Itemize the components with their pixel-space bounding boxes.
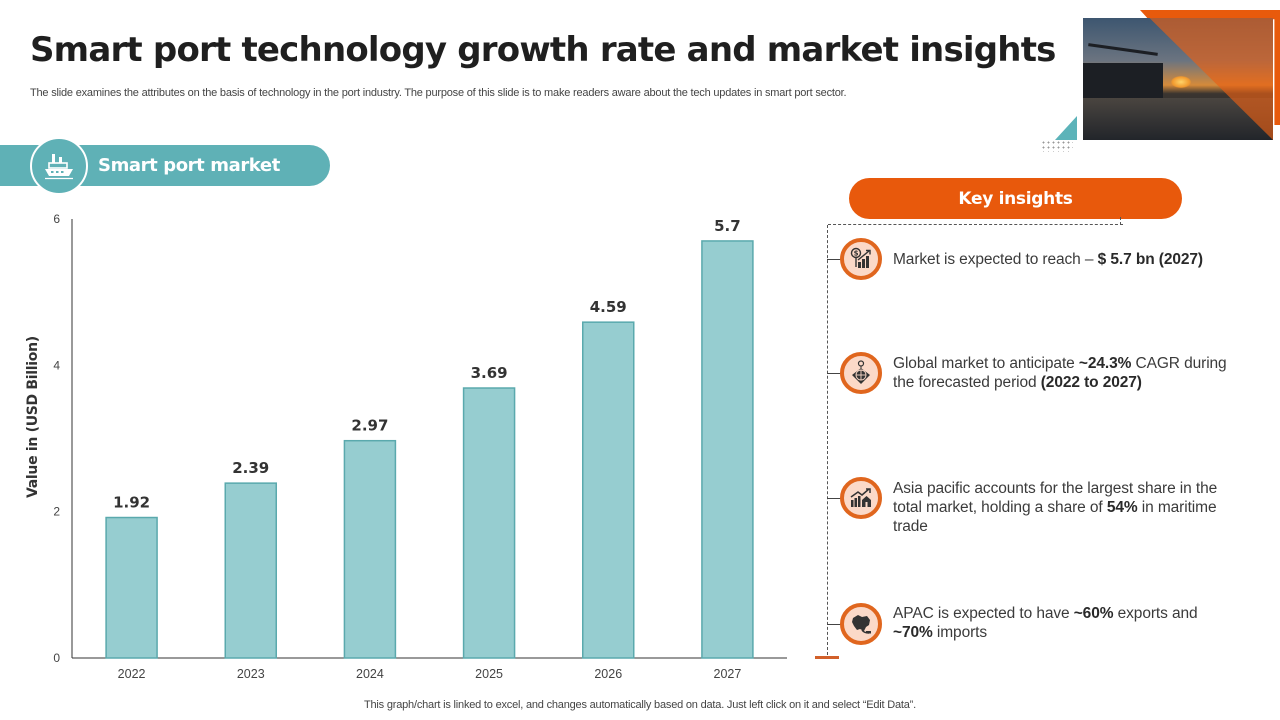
data-label: 3.69	[471, 364, 508, 382]
page-subtitle: The slide examines the attributes on the…	[30, 87, 847, 99]
x-tick-label: 2024	[356, 667, 384, 681]
bar-2027	[701, 240, 754, 659]
insight-connector	[827, 259, 841, 260]
connector-end-marker	[815, 656, 839, 659]
y-tick-label: 6	[53, 212, 60, 226]
insight-highlight: ~60%	[1073, 605, 1114, 622]
x-tick-label: 2025	[475, 667, 503, 681]
bar-2024	[343, 439, 397, 659]
port-sunset-photo	[1083, 18, 1273, 140]
x-tick-label: 2026	[594, 667, 622, 681]
data-label: 2.39	[232, 459, 269, 477]
decorative-dots	[1041, 140, 1073, 152]
dollar-growth-chart-icon: $	[840, 238, 882, 280]
insight-highlight: (2022 to 2027)	[1040, 374, 1142, 391]
insight-text-part: CAGR during the forecasted period	[893, 355, 1227, 391]
insight-text-part: Asia pacific accounts for the largest sh…	[893, 480, 1218, 516]
insight-connector	[827, 624, 841, 625]
key-insights-header: Key insights	[849, 178, 1182, 219]
insight-highlight: 54%	[1106, 499, 1138, 516]
data-label: 4.59	[590, 298, 627, 316]
insight-text: APAC is expected to have ~60% exports an…	[893, 604, 1233, 642]
bar-2026	[582, 321, 635, 659]
dashed-connector-left	[827, 225, 828, 655]
data-label: 1.92	[113, 494, 150, 512]
x-tick-label: 2027	[714, 667, 742, 681]
data-label: 5.7	[714, 217, 741, 235]
x-tick-label: 2022	[118, 667, 146, 681]
svg-text:$: $	[854, 250, 859, 258]
insight-highlight: $ 5.7 bn (2027)	[1097, 251, 1203, 268]
insight-connector	[827, 498, 841, 499]
asia-map-icon	[840, 603, 882, 645]
insight-text-part: Market is expected to reach –	[893, 251, 1098, 268]
page-title: Smart port technology growth rate and ma…	[30, 30, 1056, 70]
y-axis-label: Value in (USD Billion)	[25, 336, 41, 498]
insight-text-part: in maritime trade	[893, 499, 1217, 535]
ship-silhouette	[1083, 63, 1163, 98]
ship-icon	[30, 137, 88, 195]
insight-text-part: imports	[932, 624, 988, 641]
dashed-connector-tick	[1120, 217, 1121, 225]
insight-text-part: exports and	[1113, 605, 1198, 622]
insight-text-part: APAC is expected to have	[893, 605, 1074, 622]
insight-text-part: Global market to anticipate	[893, 355, 1079, 372]
market-growth-building-icon	[840, 477, 882, 519]
bar-2022	[105, 516, 158, 659]
bar-2025	[462, 387, 516, 659]
insight-highlight: ~24.3%	[1078, 355, 1132, 372]
insight-text: Market is expected to reach – $ 5.7 bn (…	[893, 250, 1233, 269]
chart-footnote: This graph/chart is linked to excel, and…	[364, 699, 916, 711]
globe-location-icon	[840, 352, 882, 394]
section-title: Smart port market	[98, 155, 280, 176]
crane-shape	[1088, 43, 1158, 56]
insight-connector	[827, 373, 841, 374]
insight-text: Global market to anticipate ~24.3% CAGR …	[893, 354, 1233, 392]
sun-shape	[1171, 76, 1191, 88]
dashed-connector-top	[828, 224, 1123, 225]
y-tick-label: 4	[53, 358, 60, 372]
y-tick-label: 0	[53, 651, 60, 665]
data-label: 2.97	[351, 417, 388, 435]
insight-text: Asia pacific accounts for the largest sh…	[893, 479, 1233, 536]
bar-2023	[224, 482, 277, 659]
y-tick-label: 2	[53, 505, 60, 519]
x-tick-label: 2023	[237, 667, 265, 681]
decorative-teal-triangle	[1055, 116, 1077, 140]
insight-highlight: ~70%	[893, 624, 933, 641]
